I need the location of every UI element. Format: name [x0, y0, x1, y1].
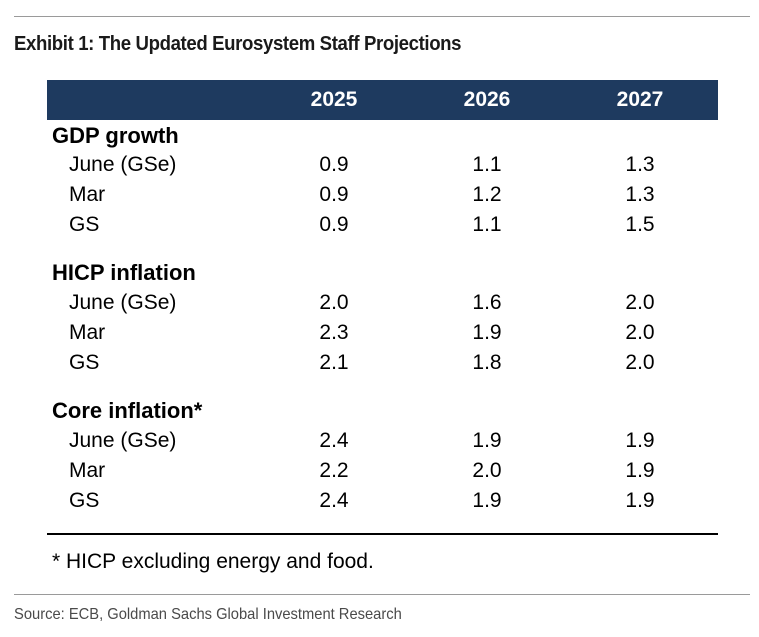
column-header-2026: 2026	[463, 88, 511, 111]
cell-2025: 2.4	[319, 429, 349, 452]
exhibit-title: Exhibit 1: The Updated Eurosystem Staff …	[14, 33, 462, 55]
table-row: Mar 2.2 2.0 1.9	[47, 456, 718, 486]
cell-2026: 1.8	[472, 351, 502, 374]
cell-2025: 2.3	[319, 321, 349, 344]
row-label: June (GSe)	[69, 291, 177, 314]
projections-table: 2025 2026 2027	[47, 80, 718, 120]
row-label: June (GSe)	[69, 429, 177, 452]
row-label: GS	[69, 489, 100, 512]
cell-2025: 2.4	[319, 489, 349, 512]
row-label: Mar	[69, 459, 106, 482]
cell-2027: 2.0	[625, 291, 655, 314]
section-title-hicp-inflation: HICP inflation	[52, 260, 196, 285]
cell-2025: 2.2	[319, 459, 349, 482]
cell-2027: 1.9	[625, 459, 655, 482]
table-row: GS 0.9 1.1 1.5	[47, 210, 718, 240]
column-header-2025: 2025	[310, 88, 358, 111]
table-row: GS 2.4 1.9 1.9	[47, 486, 718, 516]
table-row: June (GSe) 0.9 1.1 1.3	[47, 150, 718, 180]
table-bottom-rule	[47, 533, 718, 535]
cell-2027: 1.3	[625, 183, 655, 206]
table-header: 2025 2026 2027	[47, 80, 718, 120]
table-row: Mar 2.3 1.9 2.0	[47, 318, 718, 348]
row-label: GS	[69, 213, 100, 236]
source-note: Source: ECB, Goldman Sachs Global Invest…	[14, 606, 402, 623]
row-label: Mar	[69, 321, 106, 344]
cell-2026: 1.6	[472, 291, 502, 314]
cell-2026: 1.9	[472, 489, 502, 512]
cell-2026: 1.9	[472, 429, 502, 452]
row-label: June (GSe)	[69, 153, 177, 176]
footnote: * HICP excluding energy and food.	[52, 550, 374, 573]
section-title-core-inflation: Core inflation*	[52, 398, 203, 423]
cell-2025: 2.0	[319, 291, 349, 314]
top-divider	[14, 16, 750, 17]
cell-2026: 1.9	[472, 321, 502, 344]
cell-2027: 1.3	[625, 153, 655, 176]
column-header-2027: 2027	[616, 88, 664, 111]
cell-2025: 2.1	[319, 351, 349, 374]
table-row: June (GSe) 2.4 1.9 1.9	[47, 426, 718, 456]
cell-2026: 1.1	[472, 153, 502, 176]
table-row: Mar 0.9 1.2 1.3	[47, 180, 718, 210]
cell-2027: 1.9	[625, 429, 655, 452]
cell-2027: 2.0	[625, 321, 655, 344]
table-row: June (GSe) 2.0 1.6 2.0	[47, 288, 718, 318]
cell-2026: 2.0	[472, 459, 502, 482]
table-row: GS 2.1 1.8 2.0	[47, 348, 718, 378]
row-label: Mar	[69, 183, 106, 206]
cell-2026: 1.1	[472, 213, 502, 236]
cell-2025: 0.9	[319, 213, 349, 236]
cell-2027: 2.0	[625, 351, 655, 374]
cell-2026: 1.2	[472, 183, 502, 206]
cell-2027: 1.9	[625, 489, 655, 512]
cell-2027: 1.5	[625, 213, 655, 236]
row-label: GS	[69, 351, 100, 374]
source-divider	[14, 594, 750, 595]
section-title-gdp-growth: GDP growth	[52, 123, 179, 148]
cell-2025: 0.9	[319, 183, 349, 206]
cell-2025: 0.9	[319, 153, 349, 176]
